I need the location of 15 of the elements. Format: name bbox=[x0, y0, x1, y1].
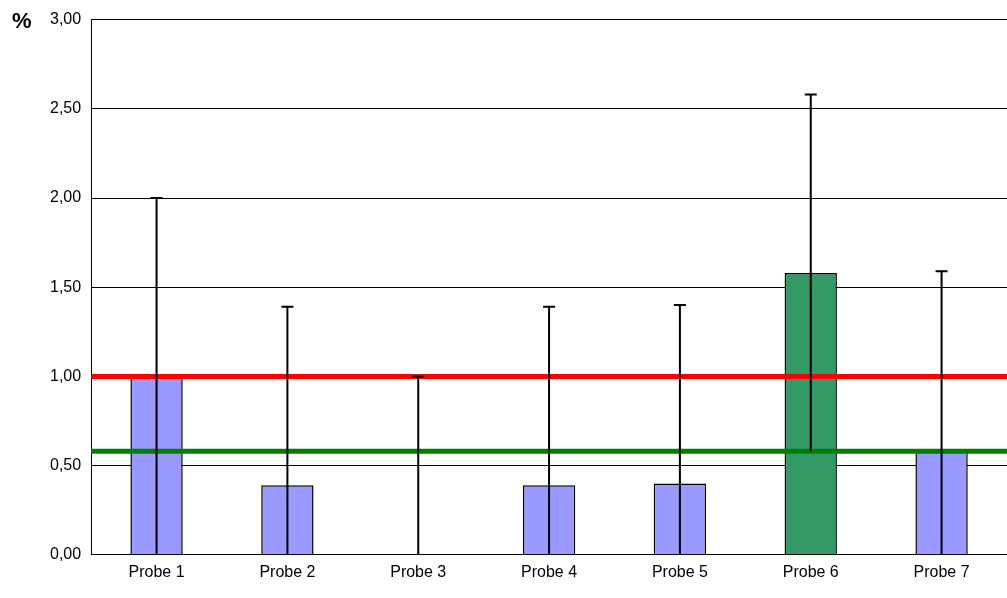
x-tick-label: Probe 1 bbox=[128, 562, 185, 580]
y-tick-label: 0,50 bbox=[50, 456, 82, 474]
y-tick-label: 0,00 bbox=[50, 545, 82, 563]
x-tick-label: Probe 7 bbox=[913, 562, 970, 580]
x-tick-label: Probe 4 bbox=[521, 562, 578, 580]
y-tick-label: 1,50 bbox=[50, 277, 82, 295]
y-tick-label: 2,50 bbox=[50, 99, 82, 117]
y-axis-title: % bbox=[12, 7, 32, 33]
x-tick-label: Probe 5 bbox=[651, 562, 709, 580]
x-tick-label: Probe 6 bbox=[782, 562, 839, 580]
y-tick-label: 3,00 bbox=[50, 10, 82, 28]
y-tick-label: 1,00 bbox=[50, 366, 82, 384]
x-tick-label: Probe 2 bbox=[259, 562, 316, 580]
x-tick-label: Probe 3 bbox=[390, 562, 447, 580]
y-tick-label: 2,00 bbox=[50, 188, 82, 206]
